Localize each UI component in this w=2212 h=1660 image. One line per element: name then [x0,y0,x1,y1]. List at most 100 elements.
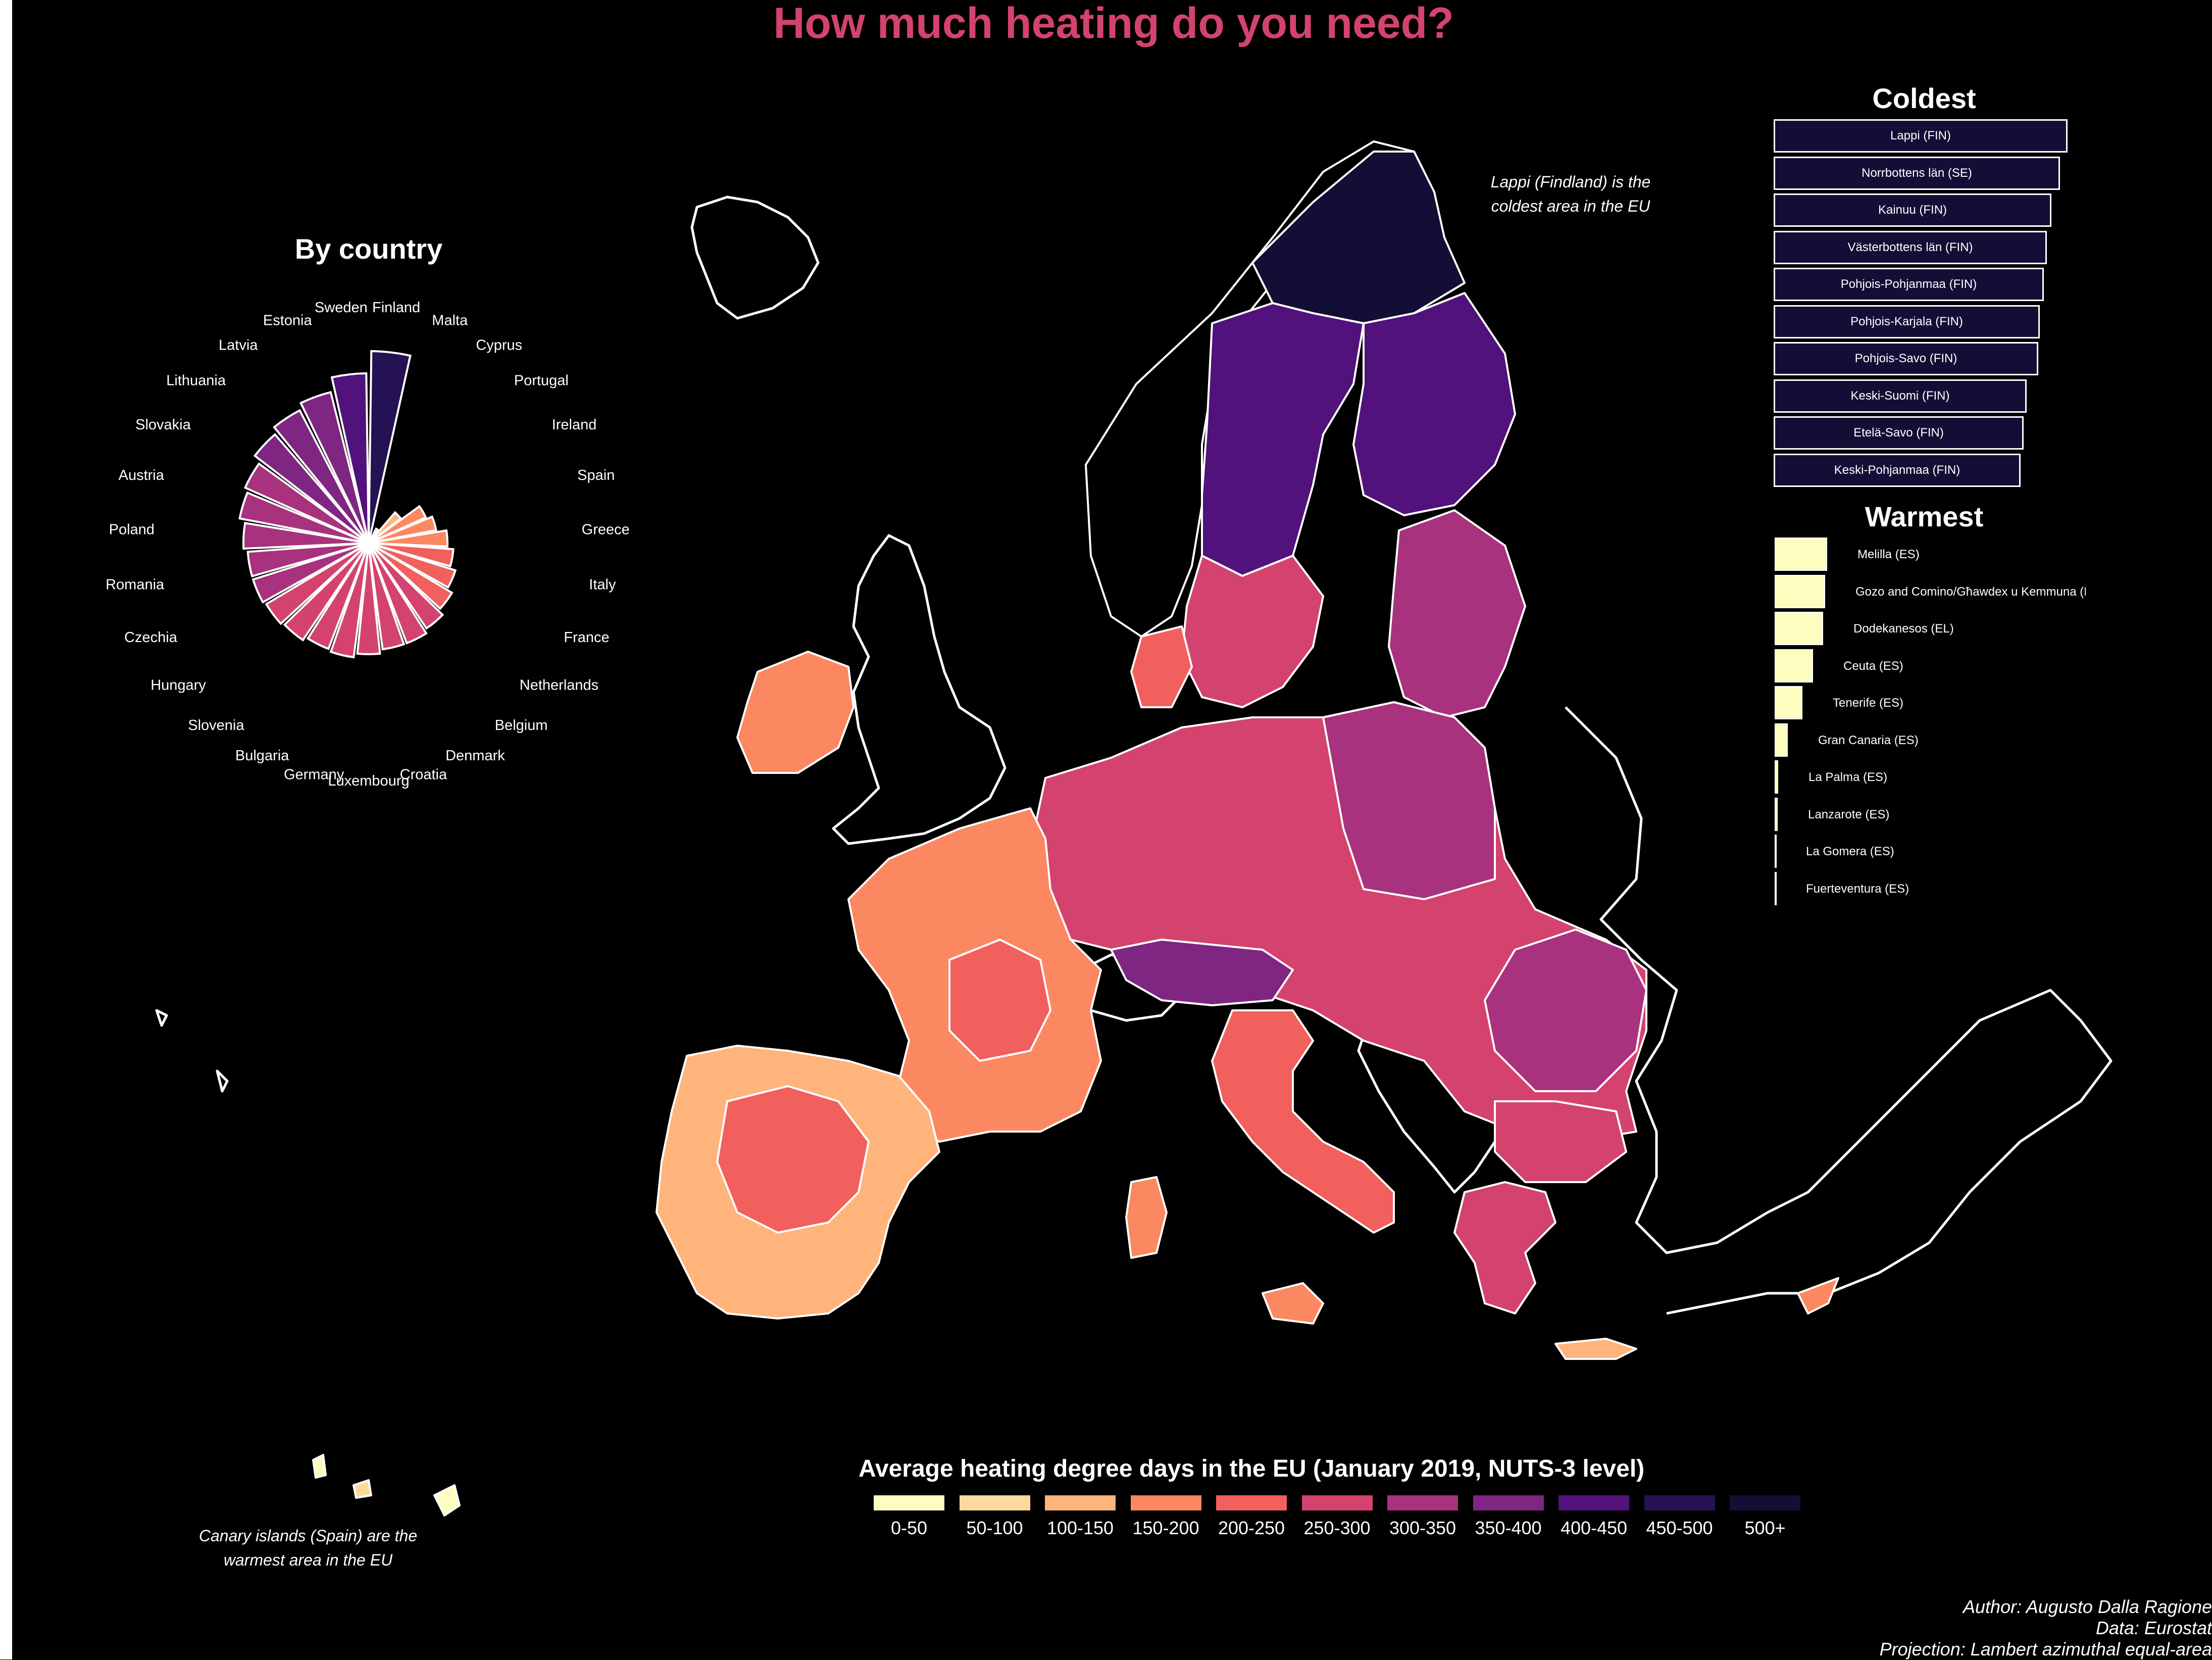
legend-label: 50-100 [966,1518,1023,1538]
country-bar-finland [368,350,412,544]
coldest-bar: Västerbottens län (FIN) [1774,230,2047,264]
warmest-bar-label: Fuerteventura (ES) [1806,882,1909,896]
region-massif [948,939,1051,1062]
country-bar-austria [238,491,369,544]
warmest-bar-label: La Palma (ES) [1808,770,1888,784]
region-cyprus [1797,1277,1839,1314]
region-crete [1554,1338,1637,1360]
legend-label: 0-50 [890,1518,928,1538]
coldest-bar-label: Kainuu (FIN) [1878,203,1947,217]
coldest-bar: Pohjois-Savo (FIN) [1774,342,2038,375]
great-britain-outline [832,534,1007,845]
country-label-finland: Finland [372,300,420,316]
lappi-note-line-2: coldest area in the EU [1491,197,1650,215]
region-bulgaria [1494,1100,1627,1183]
credits-projection: Projection: Lambert azimuthal equal-area [1879,1639,2212,1659]
legend-label: 250-300 [1303,1518,1371,1538]
country-bar-latvia [273,409,370,544]
region-central-spain [716,1085,870,1234]
page-title: How much heating do you need? [773,0,1454,47]
warmest-bar [1775,723,1788,757]
country-bar-spain [368,515,437,544]
country-label-austria: Austria [119,467,165,483]
country-label-ireland: Ireland [552,417,597,433]
country-label-sweden: Sweden [315,300,368,316]
madeira-outline [216,1069,229,1093]
warmest-bar [1775,649,1813,682]
coldest-bar: Pohjois-Pohjanmaa (FIN) [1774,268,2044,301]
country-bar-romania [246,542,369,578]
country-label-belgium: Belgium [495,717,548,734]
country-label-netherlands: Netherlands [520,677,598,694]
legend-swatch [1644,1495,1715,1510]
warmest-bar-label: La Gomera (ES) [1806,845,1894,858]
warmest-bar [1775,574,1825,608]
coldest-bar: Pohjois-Karjala (FIN) [1774,305,2040,338]
coldest-bar-label: Pohjois-Savo (FIN) [1854,352,1957,365]
legend-label: 150-200 [1132,1518,1199,1538]
legend-label: 450-500 [1646,1518,1713,1538]
legend-label: 400-450 [1560,1518,1628,1538]
warmest-bar [1775,760,1778,794]
country-label-greece: Greece [582,522,630,538]
lappi-note: Lappi (Findland) is the coldest area in … [1465,170,1677,218]
region-italy [1211,1009,1395,1234]
coldest-bar-label: Keski-Pohjanmaa (FIN) [1834,463,1960,477]
country-bar-sweden [330,372,370,544]
country-label-france: France [564,629,609,646]
country-label-denmark: Denmark [445,748,505,764]
country-label-slovakia: Slovakia [135,417,191,433]
legend-swatch [1559,1495,1629,1510]
warmest-bar-label: Gozo and Comino/Għawdex u Kemmuna (MT) [1855,584,2086,599]
warmest-title: Warmest [1865,501,1984,532]
legend-label: 500+ [1744,1518,1786,1538]
region-sardinia [1125,1176,1168,1259]
country-label-luxembourg: Luxembourg [328,773,409,789]
legend-label: 200-250 [1218,1518,1285,1538]
country-bar-belgium [368,542,444,630]
legend-swatch [959,1495,1030,1510]
country-bar-czechia [252,542,369,604]
legend-swatch [1216,1495,1287,1510]
country-bar-poland [242,522,369,550]
country-label-spain: Spain [577,467,615,483]
legend-label: 300-350 [1389,1518,1456,1538]
coldest-bar: Norrbottens län (SE) [1774,156,2060,190]
country-bar-slovakia [243,462,370,544]
legend-swatch [1387,1495,1458,1510]
country-bar-greece [368,529,448,548]
region-baltics [1388,509,1526,718]
country-bar-bulgaria [306,542,370,650]
legend-swatch [1473,1495,1544,1510]
warmest-bar [1775,538,1827,571]
warmest-bar [1775,612,1823,645]
country-label-lithuania: Lithuania [166,372,226,388]
coldest-bar: Keski-Suomi (FIN) [1774,379,2027,413]
region-denmark [1130,625,1193,708]
coldest-bar-label: Keski-Suomi (FIN) [1850,388,1950,403]
country-label-germany: Germany [284,766,344,783]
region-greece [1453,1181,1556,1314]
country-label-bulgaria: Bulgaria [235,748,289,764]
legend-swatch [1730,1495,1800,1510]
country-label-romania: Romania [106,577,165,593]
warmest-bar-label: Gran Canaria (ES) [1818,733,1919,747]
legend-swatch [1130,1495,1201,1510]
region-ireland [736,651,854,774]
legend-title: Average heating degree days in the EU (J… [859,1455,1645,1482]
legend-label: 350-400 [1475,1518,1542,1538]
warmest-bar-label: Tenerife (ES) [1833,696,1904,710]
legend-swatch [1045,1495,1116,1510]
by-country-title: By country [294,233,443,265]
legend-swatch [1301,1495,1373,1510]
warmest-bar-label: Dodekanesos (EL) [1853,622,1954,636]
region-sicily [1262,1282,1324,1325]
country-bar-hungary [265,542,370,625]
region-north-finland [1352,292,1516,516]
country-bar-germany [329,543,370,659]
coldest-bar-label: Norrbottens län (SE) [1862,166,1972,180]
region-canary-mid [353,1479,372,1499]
east-europe-outline [1565,706,2113,1315]
